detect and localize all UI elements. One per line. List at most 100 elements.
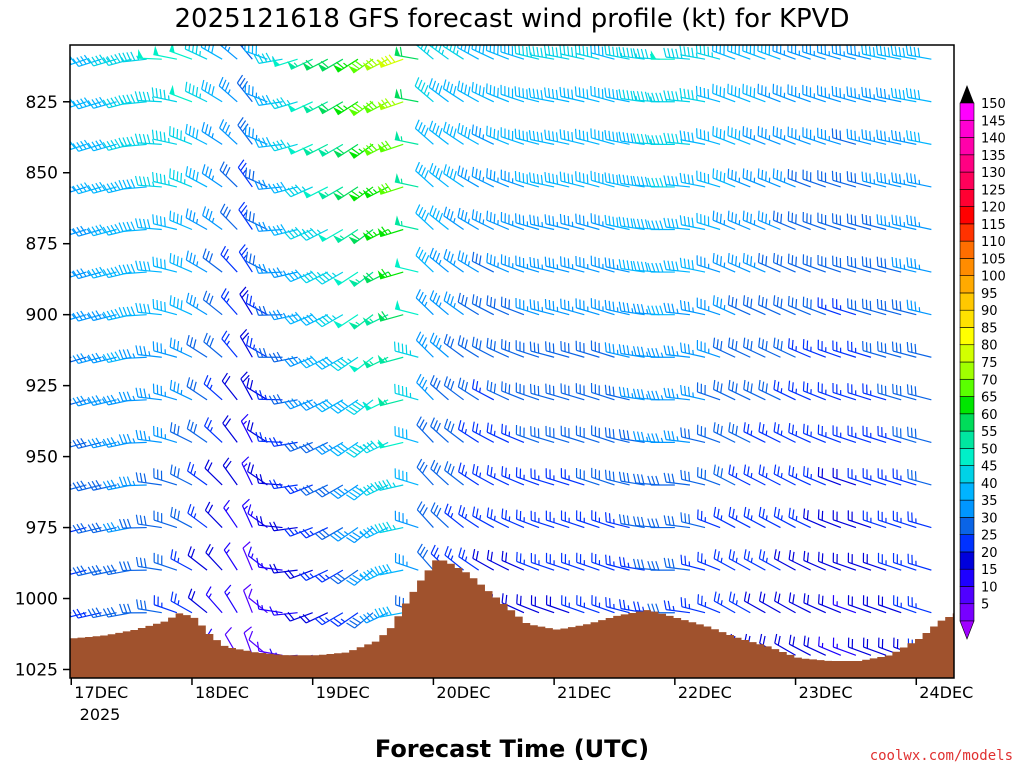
- barb-half: [646, 436, 649, 442]
- barb-full: [651, 348, 656, 358]
- barb-full: [902, 47, 906, 58]
- barb-full: [435, 252, 441, 263]
- barb-full: [435, 167, 440, 178]
- barb-full: [671, 90, 675, 101]
- barb-half: [676, 436, 679, 442]
- wind-barb: [221, 330, 238, 358]
- wind-barb: [500, 296, 525, 316]
- wind-barb: [242, 541, 253, 571]
- barb-full: [533, 257, 536, 268]
- wind-barb: [153, 510, 178, 529]
- wind-barb: [802, 127, 826, 145]
- wind-barb: [727, 45, 751, 60]
- barb-full: [87, 269, 94, 279]
- wind-barb: [87, 480, 117, 491]
- barb-full: [320, 103, 329, 111]
- barb-full: [246, 377, 250, 388]
- wind-barb: [560, 468, 585, 486]
- barb-full: [636, 431, 641, 441]
- wind-barb: [877, 341, 902, 358]
- barb-full: [180, 172, 183, 183]
- wind-barb: [832, 552, 857, 571]
- wind-barb: [299, 355, 329, 369]
- colorbar-label: 30: [981, 511, 998, 526]
- barb-full: [268, 100, 276, 109]
- barb-full: [773, 422, 776, 432]
- barb-full: [221, 372, 228, 382]
- barb-full: [43, 145, 49, 153]
- barb-full: [450, 338, 455, 348]
- barb-full: [612, 386, 615, 397]
- barb-full: [644, 134, 649, 144]
- barb-full: [287, 399, 295, 408]
- barb-full: [415, 331, 422, 341]
- barb-full: [647, 390, 652, 401]
- barb-full: [632, 346, 637, 356]
- barb-half: [101, 313, 106, 318]
- barb-full: [283, 401, 291, 410]
- barb-full: [452, 85, 457, 96]
- barb-full: [122, 349, 128, 359]
- barb-full: [807, 637, 810, 647]
- barb-full: [369, 58, 378, 66]
- barb-full: [80, 565, 87, 575]
- wind-barb: [135, 429, 162, 443]
- barb-full: [435, 337, 441, 348]
- barb-half: [765, 472, 768, 478]
- barb-full: [122, 137, 128, 147]
- barb-full: [529, 214, 532, 225]
- barb-full: [429, 375, 435, 385]
- barb-full: [758, 337, 761, 348]
- barb-half: [377, 484, 382, 489]
- barb-full: [735, 340, 738, 351]
- wind-barb: [861, 129, 887, 145]
- wind-barb: [632, 388, 660, 401]
- wind-barb: [772, 45, 796, 60]
- barb-full: [884, 258, 887, 269]
- barb-full: [447, 421, 452, 431]
- barb-full: [324, 356, 333, 364]
- barb-half: [177, 557, 180, 563]
- barb-full: [118, 95, 124, 105]
- wind-barb: [299, 312, 329, 326]
- wind-barb: [773, 506, 796, 529]
- barb-full: [294, 226, 303, 235]
- wind-barb: [590, 170, 615, 188]
- barb-half: [309, 573, 314, 578]
- wind-barb: [590, 298, 615, 316]
- barb-full: [647, 433, 652, 443]
- barb-shaft: [803, 517, 826, 529]
- wind-barb: [758, 591, 781, 614]
- credit-link[interactable]: coolwx.com/models: [870, 748, 1013, 764]
- barb-full: [687, 216, 690, 227]
- wind-barb: [802, 339, 826, 358]
- barb-full: [118, 264, 124, 274]
- barb-full: [803, 466, 805, 476]
- barb-full: [76, 439, 83, 448]
- wind-barb: [647, 390, 675, 401]
- barb-full: [582, 88, 585, 98]
- barb-full: [414, 119, 420, 129]
- wind-barb: [679, 172, 706, 188]
- barb-full: [734, 213, 737, 224]
- wind-barb: [458, 462, 480, 486]
- barb-full: [489, 212, 492, 222]
- barb-full: [622, 557, 626, 567]
- wind-barb: [877, 425, 902, 443]
- wind-barb: [696, 424, 721, 443]
- barb-full: [139, 218, 143, 229]
- barb-full: [731, 381, 735, 392]
- wind-barb: [529, 341, 555, 358]
- wind-barb: [890, 87, 917, 103]
- wind-barb: [414, 77, 434, 103]
- barb-full: [386, 521, 393, 531]
- barb-full: [143, 261, 147, 271]
- barb-full: [314, 617, 323, 626]
- wind-barb: [187, 503, 208, 529]
- wind-barb: [187, 546, 208, 571]
- barb-full: [727, 210, 730, 221]
- wind-barb: [283, 355, 313, 367]
- barb-full: [189, 337, 194, 347]
- wind-barb: [201, 164, 223, 188]
- barb-full: [314, 277, 323, 285]
